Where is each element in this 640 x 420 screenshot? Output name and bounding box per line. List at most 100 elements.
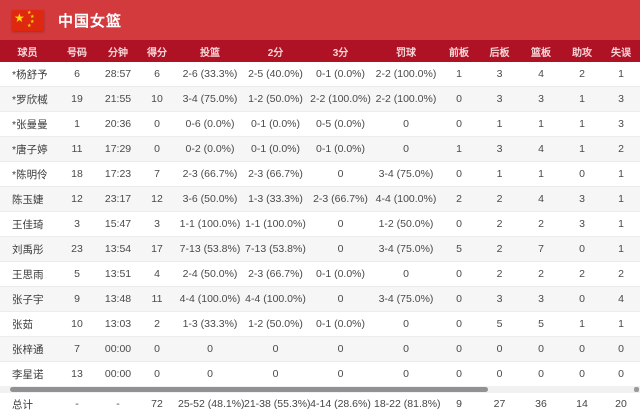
player-name: 王思雨 (0, 261, 55, 287)
stat-cell: 0 (439, 286, 479, 312)
stat-cell: 1-1 (100.0%) (243, 211, 308, 237)
stat-cell: 0 (562, 361, 602, 387)
stat-cell: 1 (602, 236, 640, 262)
horizontal-scrollbar-track[interactable] (0, 386, 640, 393)
stat-cell: 4 (520, 186, 562, 212)
column-header-6: 3分 (308, 40, 373, 62)
stat-cell: 0-1 (0.0%) (308, 62, 373, 87)
stat-cell: 1 (602, 211, 640, 237)
stat-cell: 2 (479, 211, 520, 237)
stat-cell: 3 (479, 136, 520, 162)
column-header-1: 号码 (55, 40, 99, 62)
stat-cell: 4-4 (100.0%) (177, 286, 243, 312)
stat-cell: 2-3 (66.7%) (308, 186, 373, 212)
stat-cell: 0 (439, 361, 479, 387)
stat-cell: 9 (55, 286, 99, 312)
stat-cell: 5 (520, 311, 562, 337)
stat-cell: 0 (439, 336, 479, 362)
stat-cell: 0 (308, 161, 373, 187)
stat-cell: 7-13 (53.8%) (243, 236, 308, 262)
player-name: 张梓通 (0, 336, 55, 362)
stat-cell: 0 (520, 336, 562, 362)
stat-cell: 3 (602, 86, 640, 112)
stat-cell: 1 (439, 136, 479, 162)
table-row: *罗欣棫 19 21:55 10 3-4 (75.0%) 1-2 (50.0%) 2-2 (… (0, 86, 640, 112)
flag-big-star-icon: ★ (14, 10, 25, 25)
stat-cell: 0 (439, 161, 479, 187)
player-name: *杨舒予 (0, 62, 55, 87)
stat-cell: 3-4 (75.0%) (177, 86, 243, 112)
stat-cell: 0-1 (0.0%) (308, 261, 373, 287)
china-flag-icon: ★ ★ ★ ★ ★ (12, 9, 44, 31)
stat-cell: 0 (308, 336, 373, 362)
stat-cell: 2 (602, 136, 640, 162)
table-row: 张茹 10 13:03 2 1-3 (33.3%) 1-2 (50.0%) 0-1 (0.0… (0, 311, 640, 337)
stat-cell: 0 (562, 236, 602, 262)
stat-cell: 2 (137, 311, 177, 337)
stat-cell: 1-1 (100.0%) (177, 211, 243, 237)
stat-cell: 13 (55, 361, 99, 387)
stat-cell: 12 (137, 186, 177, 212)
player-name: 陈玉婕 (0, 186, 55, 212)
stat-cell: 5 (439, 236, 479, 262)
stat-cell: 15:47 (99, 211, 137, 237)
stat-cell: 0 (562, 336, 602, 362)
stat-cell: 0 (439, 311, 479, 337)
stat-cell: 0 (137, 361, 177, 387)
stat-cell: 23 (55, 236, 99, 262)
stat-cell: 2 (562, 62, 602, 87)
horizontal-scrollbar-thumb[interactable] (10, 387, 488, 392)
stat-cell: 18 (55, 161, 99, 187)
stat-cell: 0 (439, 86, 479, 112)
stat-cell: 3 (520, 286, 562, 312)
column-header-10: 篮板 (520, 40, 562, 62)
stat-cell: 4 (602, 286, 640, 312)
stat-cell: 3-4 (75.0%) (373, 236, 439, 262)
stat-cell: 2-3 (66.7%) (177, 161, 243, 187)
stat-cell: 3 (562, 211, 602, 237)
stat-cell: 0 (308, 211, 373, 237)
player-name: 张茹 (0, 311, 55, 337)
stat-cell: 5 (479, 311, 520, 337)
stat-cell: 6 (137, 62, 177, 87)
stat-cell: 0 (177, 361, 243, 387)
stat-cell: 2 (479, 236, 520, 262)
stat-cell: 0 (562, 286, 602, 312)
player-name: 李星诺 (0, 361, 55, 387)
stat-cell: 2 (479, 261, 520, 287)
stat-cell: 1 (562, 86, 602, 112)
stat-cell: 0 (373, 136, 439, 162)
table-row: 李星诺 13 00:00 0 0 0 0 0 0 0 0 0 0 (0, 361, 640, 387)
stat-cell: 1 (520, 111, 562, 137)
column-header-4: 投篮 (177, 40, 243, 62)
stat-cell: 0 (373, 336, 439, 362)
table-row: 王思雨 5 13:51 4 2-4 (50.0%) 2-3 (66.7%) 0-1 (0.0… (0, 261, 640, 287)
stat-cell: 0-1 (0.0%) (243, 111, 308, 137)
stat-cell: 17:29 (99, 136, 137, 162)
stat-cell: 0 (479, 336, 520, 362)
stat-cell: 0-1 (0.0%) (243, 136, 308, 162)
stat-cell: 4-4 (100.0%) (243, 286, 308, 312)
stat-cell: 1 (479, 161, 520, 187)
stat-cell: 1 (479, 111, 520, 137)
table-row: 张梓通 7 00:00 0 0 0 0 0 0 0 0 0 0 (0, 336, 640, 362)
column-header-7: 罚球 (373, 40, 439, 62)
table-row: 陈玉婕 12 23:17 12 3-6 (50.0%) 1-3 (33.3%) 2-3 (6… (0, 186, 640, 212)
stat-cell: 23:17 (99, 186, 137, 212)
stat-cell: 1 (562, 111, 602, 137)
player-name: *罗欣棫 (0, 86, 55, 112)
stat-cell: 0 (137, 336, 177, 362)
stat-cell: 7 (520, 236, 562, 262)
stat-cell: 1 (439, 62, 479, 87)
stat-cell: 1-3 (33.3%) (243, 186, 308, 212)
stat-cell: 21:55 (99, 86, 137, 112)
stat-cell: 0 (479, 361, 520, 387)
stat-cell: 0-6 (0.0%) (177, 111, 243, 137)
stat-cell: 00:00 (99, 361, 137, 387)
stat-cell: 0 (439, 111, 479, 137)
player-name: *唐子婷 (0, 136, 55, 162)
player-name: 王佳琦 (0, 211, 55, 237)
page-title: 中国女篮 (58, 12, 123, 30)
stat-cell: 0 (243, 336, 308, 362)
